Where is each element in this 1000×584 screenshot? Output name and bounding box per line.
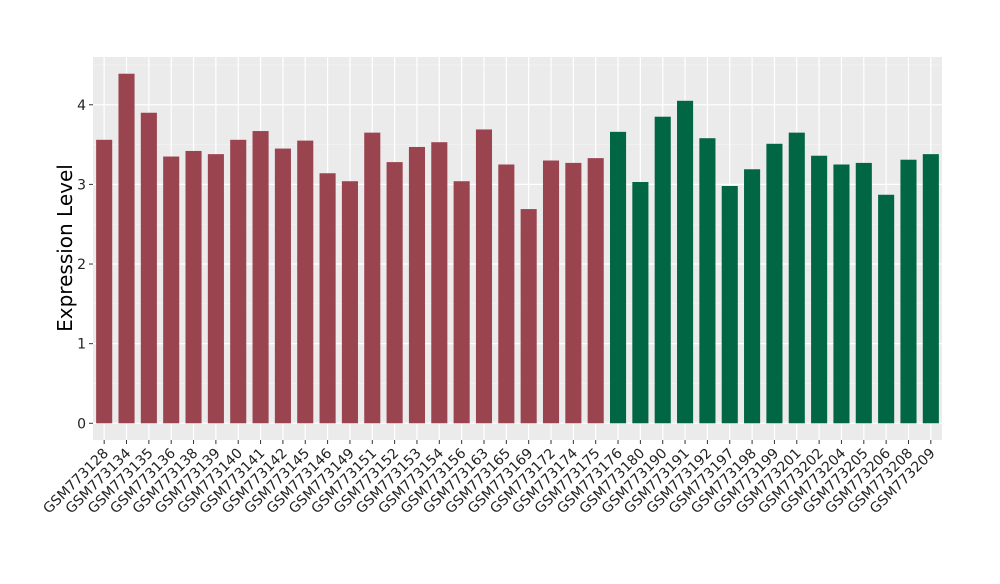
y-axis-label: Expression Level [53,164,77,332]
bar-GSM773153 [408,146,426,424]
bar-GSM773206 [878,194,895,424]
bar-GSM773128 [96,139,113,424]
bar-GSM773197 [721,185,738,424]
bar-GSM773134 [118,73,135,424]
bar-GSM773142 [274,148,291,424]
y-tick-label: 4 [77,98,86,114]
bar-GSM773169 [520,209,537,424]
bar-GSM773176 [609,131,627,424]
bar-GSM773199 [766,143,783,424]
bar-GSM773191 [677,100,694,424]
y-tick-label: 3 [77,177,86,193]
bar-GSM773208 [900,159,917,424]
bar-GSM773154 [431,142,448,424]
bar-GSM773180 [632,182,649,424]
bar-GSM773209 [922,154,939,424]
bar-GSM773152 [386,162,403,424]
bar-GSM773145 [297,140,314,424]
bar-GSM773156 [453,181,470,424]
bar-GSM773205 [855,162,872,424]
bar-GSM773190 [654,116,671,424]
bar-GSM773138 [185,150,202,424]
bar-GSM773149 [341,181,358,424]
bar-GSM773172 [542,160,560,424]
bar-GSM773204 [833,164,850,424]
bar-GSM773135 [140,112,157,424]
bars [96,73,939,424]
bar-GSM773175 [587,158,604,424]
bar-GSM773201 [788,132,805,424]
bar-GSM773151 [364,132,381,424]
bar-GSM773165 [498,164,515,424]
y-axis: 0 1 2 3 4 [77,98,93,432]
x-axis: GSM773128GSM773134GSM773135GSM773136GSM7… [40,440,939,517]
y-tick-label: 0 [77,416,86,432]
bar-GSM773174 [565,162,582,424]
bar-GSM773139 [207,154,224,424]
y-tick-label: 1 [77,337,86,353]
bar-GSM773163 [475,129,493,424]
bar-GSM773141 [252,131,269,424]
bar-GSM773146 [319,173,336,424]
bar-GSM773202 [811,155,828,424]
bar-GSM773136 [163,156,180,424]
bar-GSM773198 [744,169,761,424]
bar-GSM773140 [230,139,247,424]
y-tick-label: 2 [77,257,86,273]
bar-GSM773192 [699,138,716,424]
